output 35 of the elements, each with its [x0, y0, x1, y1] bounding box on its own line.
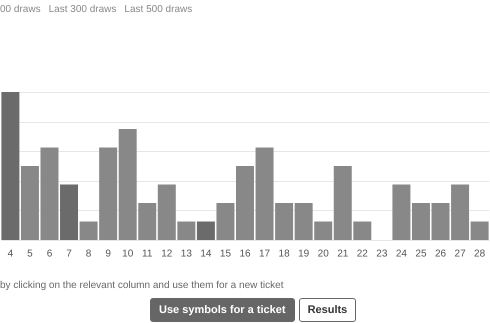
bar	[196, 222, 215, 240]
x-tick-label: 26	[434, 248, 447, 260]
text: Results	[298, 298, 356, 322]
x-tick-label: 18	[278, 248, 290, 260]
x-tick-label: 28	[474, 248, 486, 260]
x-tick-label: 16	[239, 248, 251, 260]
text: by clicking on the relevant column and use them for a new ticket	[0, 280, 284, 291]
x-tick-label: 24	[396, 248, 408, 260]
x-tick-label: 8	[86, 248, 92, 260]
x-tick-label: 14	[200, 248, 212, 260]
x-tick-label: 4	[8, 248, 14, 260]
x-tick-label: 17	[258, 248, 271, 260]
x-tick-label: 20	[318, 248, 330, 260]
x-tick-label: 5	[27, 248, 34, 260]
x-tick-label: 7	[66, 248, 72, 260]
bar	[1, 92, 20, 240]
x-tick-label: 22	[356, 248, 368, 260]
x-tick-label: 10	[122, 248, 134, 260]
x-tick-label: 21	[337, 248, 349, 260]
bar	[138, 203, 156, 240]
x-tick-label: 6	[46, 248, 53, 260]
text: Last 300 draws	[48, 4, 116, 15]
x-tick-label: 9	[105, 248, 112, 260]
text: Use symbols for a ticket	[150, 298, 295, 322]
x-tick-label: 27	[454, 248, 466, 260]
text: Last 500 draws	[124, 4, 192, 15]
x-tick-label: 25	[415, 248, 427, 260]
x-tick-label: 15	[220, 248, 232, 260]
x-tick-label: 12	[161, 248, 173, 260]
x-tick-label: 23	[376, 248, 388, 260]
text: 00 draws	[0, 4, 41, 15]
x-tick-label: 11	[142, 248, 153, 260]
x-tick-label: 13	[180, 248, 192, 260]
x-tick-label: 19	[298, 248, 310, 260]
bar	[60, 184, 78, 240]
